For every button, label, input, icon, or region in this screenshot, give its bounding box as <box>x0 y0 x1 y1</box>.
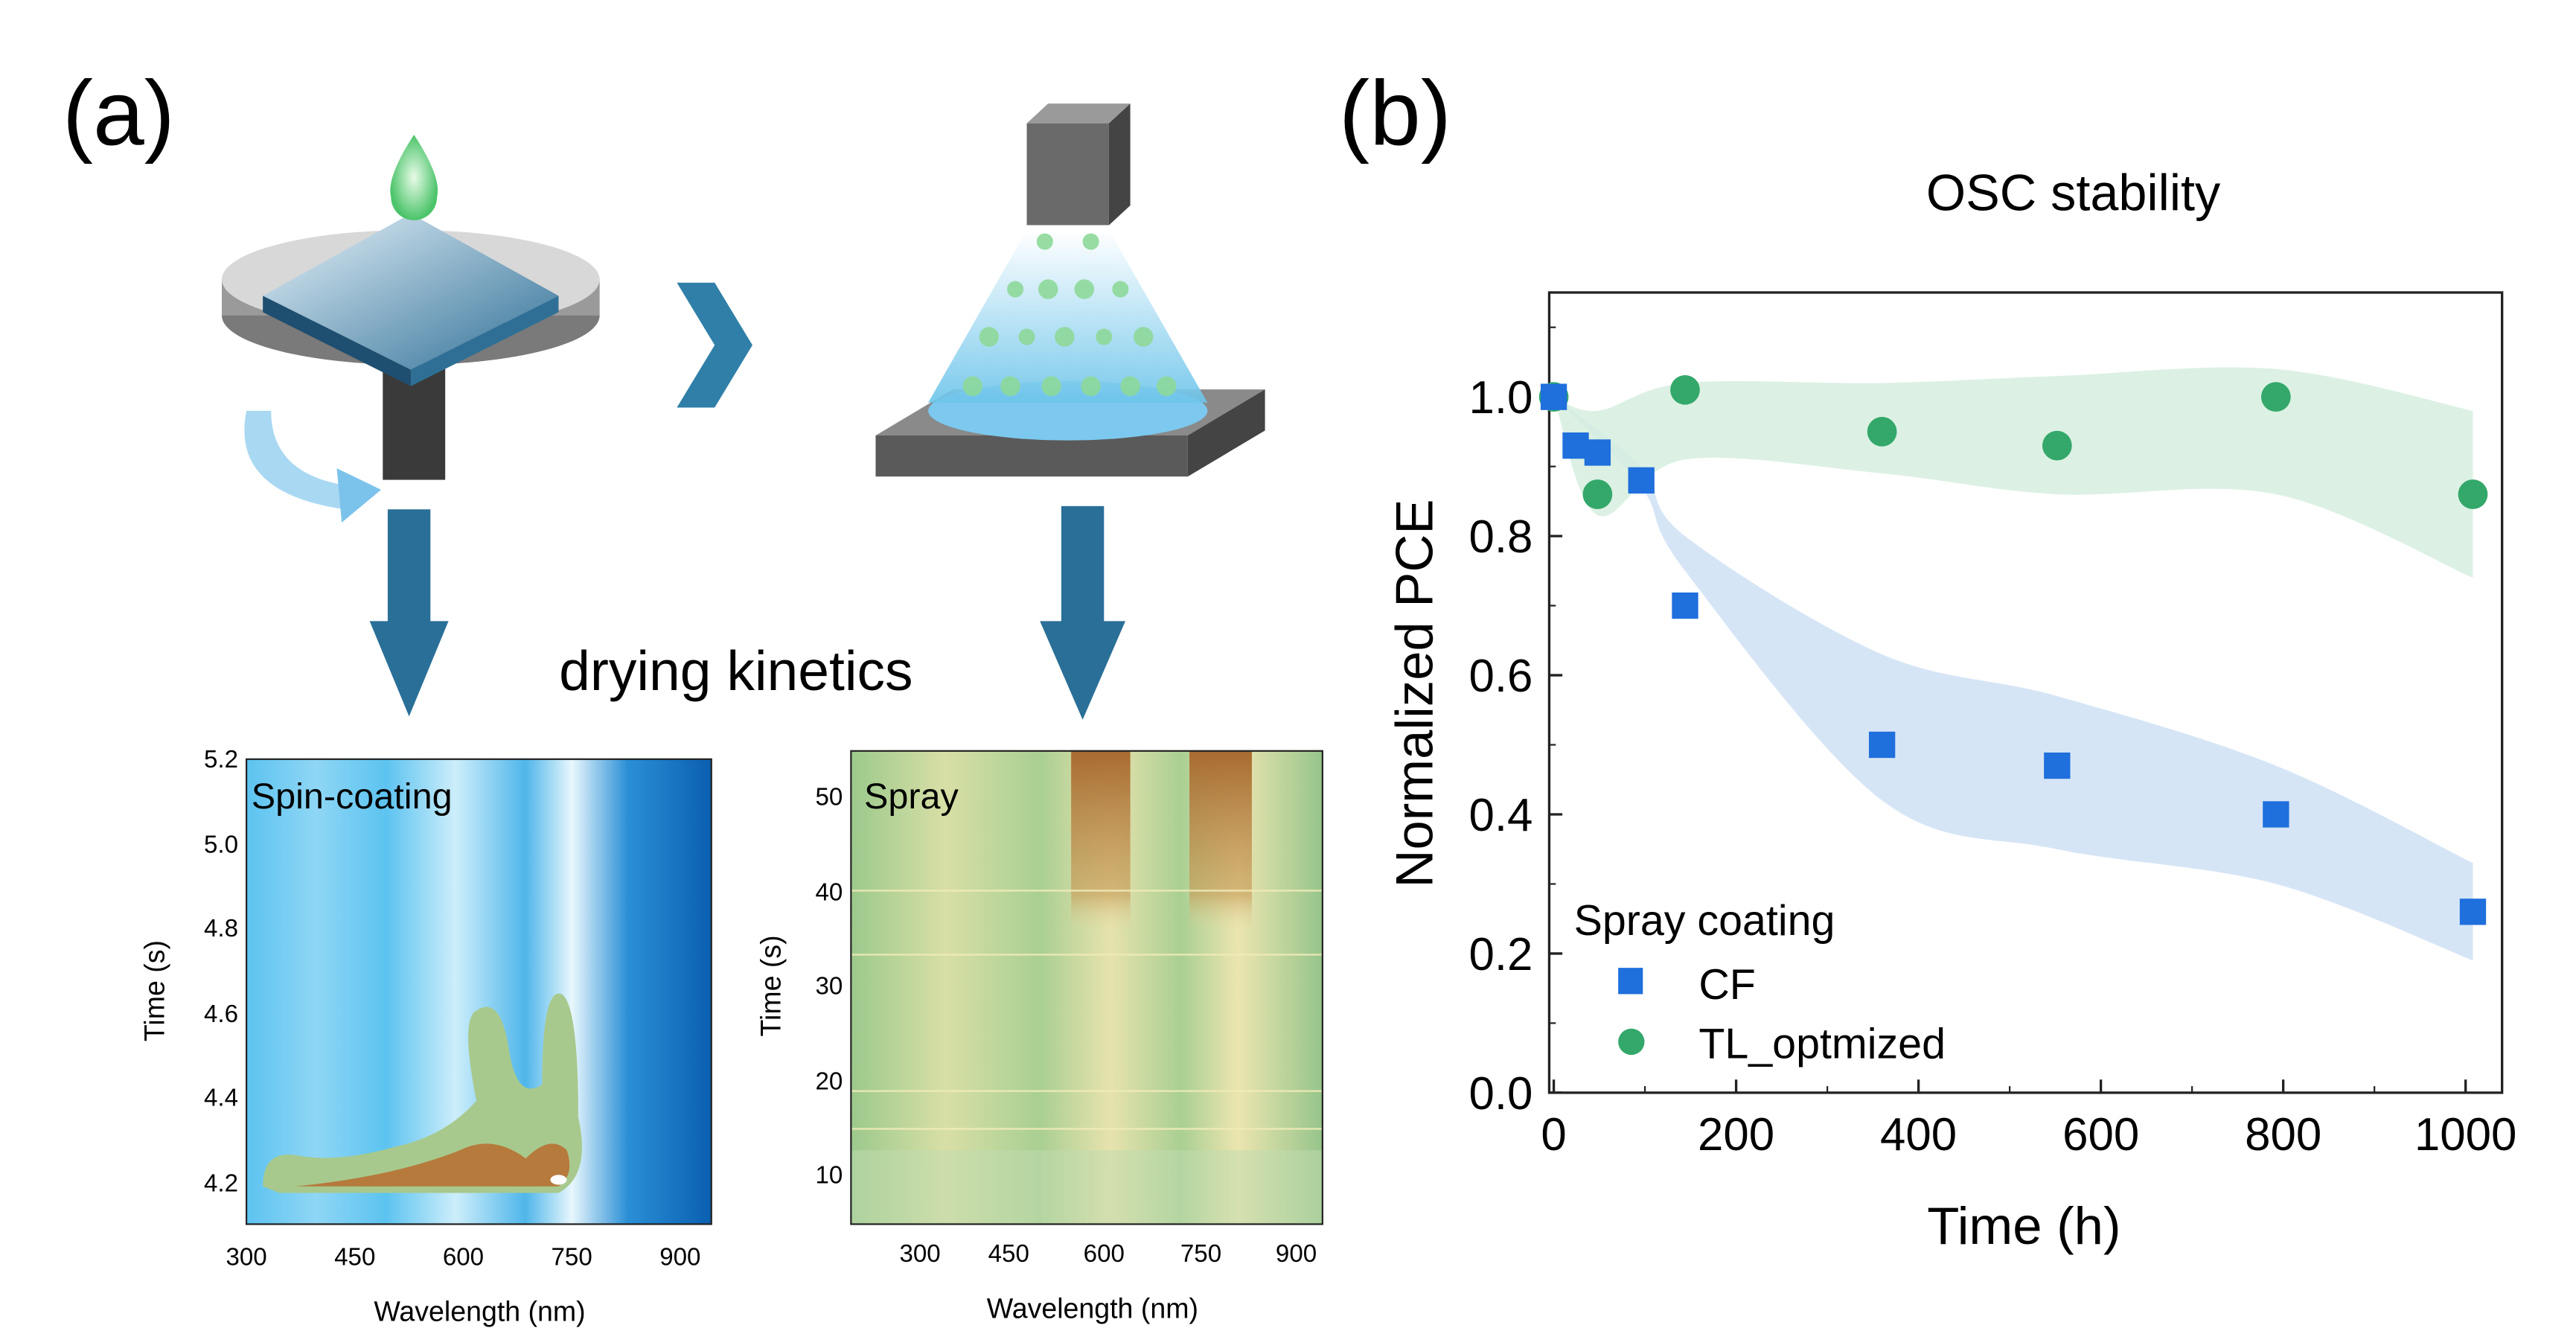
data-point-CF <box>2044 752 2071 779</box>
confidence-band-1 <box>1553 367 2473 578</box>
spray-ylabel: Time (s) <box>755 935 786 1036</box>
chart-title: OSC stability <box>1926 165 2221 222</box>
data-point-CF <box>1672 592 1698 619</box>
confidence-band-0 <box>1553 397 2473 961</box>
tick: 600 <box>1084 1240 1125 1268</box>
tick: 450 <box>988 1240 1029 1268</box>
y-tick-label: 0.2 <box>1468 929 1533 980</box>
caption-drying-kinetics: drying kinetics <box>559 639 913 702</box>
tick: 4.6 <box>204 1000 238 1028</box>
panel-a-label: (a) <box>63 62 175 165</box>
legend-label-tl: TL_optmized <box>1698 1021 1946 1068</box>
tick: 4.2 <box>204 1169 238 1197</box>
data-point-CF <box>1540 383 1567 410</box>
data-point-TL_optmized <box>1582 479 1613 509</box>
legend-label-cf: CF <box>1698 961 1755 1009</box>
legend-marker-tl <box>1618 1028 1645 1056</box>
data-point-TL_optmized <box>1867 417 1897 447</box>
tick: 10 <box>816 1161 843 1189</box>
tick: 900 <box>1276 1240 1317 1268</box>
data-point-TL_optmized <box>1670 374 1700 405</box>
data-point-CF <box>2263 801 2289 828</box>
plot-frame <box>1547 291 2504 1094</box>
data-point-TL_optmized <box>2260 382 2291 412</box>
tick: 30 <box>816 972 843 1000</box>
tick: 5.0 <box>204 832 238 859</box>
spray-coater-illustration <box>875 103 1265 477</box>
spray-yticks: 10 20 30 40 50 <box>816 784 843 1190</box>
y-tick-label: 0.8 <box>1468 511 1533 563</box>
legend-title: Spray coating <box>1574 897 1835 945</box>
data-point-CF <box>2459 898 2487 925</box>
spin-ylabel: Time (s) <box>139 940 170 1041</box>
tick: 4.8 <box>204 915 238 942</box>
data-point-CF <box>1584 439 1611 466</box>
droplet-icon <box>390 135 438 220</box>
tick: 50 <box>816 784 843 811</box>
spray-xticks: 300 450 600 750 900 <box>899 1240 1317 1268</box>
y-tick-label: 1.0 <box>1468 372 1533 424</box>
y-axis-label: Normalized PCE <box>1385 499 1444 888</box>
legend-marker-cf <box>1618 968 1643 995</box>
y-tick-label: 0.4 <box>1468 790 1533 841</box>
tick: 750 <box>552 1244 592 1271</box>
tick: 450 <box>334 1244 375 1271</box>
stability-chart: 0 200 400 600 800 1000 0.0 0.2 0.4 0.6 0.8 1.0 <box>1468 291 2516 1161</box>
spin-coating-heatmap: Spin-coating <box>245 758 712 1225</box>
x-tick-label: 600 <box>2062 1109 2139 1161</box>
x-axis-label: Time (h) <box>1927 1196 2120 1255</box>
tick: 4.4 <box>204 1085 238 1112</box>
tick: 300 <box>899 1240 940 1268</box>
x-tick-label: 1000 <box>2414 1109 2516 1161</box>
spin-yticks: 4.2 4.4 4.6 4.8 5.0 5.2 <box>204 746 238 1197</box>
spray-map-title: Spray <box>864 776 959 817</box>
tick: 20 <box>816 1067 843 1095</box>
data-point-TL_optmized <box>2458 479 2488 509</box>
x-tick-label: 400 <box>1880 1109 1957 1161</box>
y-tick-label: 0.6 <box>1468 651 1533 702</box>
tick: 5.2 <box>204 746 238 773</box>
x-tick-label: 200 <box>1698 1109 1774 1161</box>
rotation-arrow-icon <box>244 410 354 510</box>
panel-b-label: (b) <box>1339 62 1451 165</box>
tick: 750 <box>1180 1240 1221 1268</box>
x-tick-label: 800 <box>2245 1109 2321 1161</box>
spray-heatmap: Spray <box>850 750 1323 1225</box>
data-point-TL_optmized <box>2042 430 2072 461</box>
x-tick-label: 0 <box>1541 1109 1566 1161</box>
y-tick-label: 0.0 <box>1468 1068 1533 1120</box>
spray-xlabel: Wavelength (nm) <box>987 1292 1198 1324</box>
spin-xticks: 300 450 600 750 900 <box>226 1244 700 1271</box>
spin-xlabel: Wavelength (nm) <box>374 1296 585 1327</box>
arrow-down-icons <box>369 505 1125 720</box>
data-point-CF <box>1628 467 1655 494</box>
spin-map-title: Spin-coating <box>252 776 453 817</box>
tick: 600 <box>443 1244 484 1271</box>
chevron-right-icon <box>677 282 752 408</box>
spin-coater-illustration <box>221 135 600 523</box>
tick: 900 <box>659 1244 700 1271</box>
data-point-CF <box>1868 731 1896 759</box>
tick: 300 <box>226 1244 266 1271</box>
tick: 40 <box>816 879 843 907</box>
